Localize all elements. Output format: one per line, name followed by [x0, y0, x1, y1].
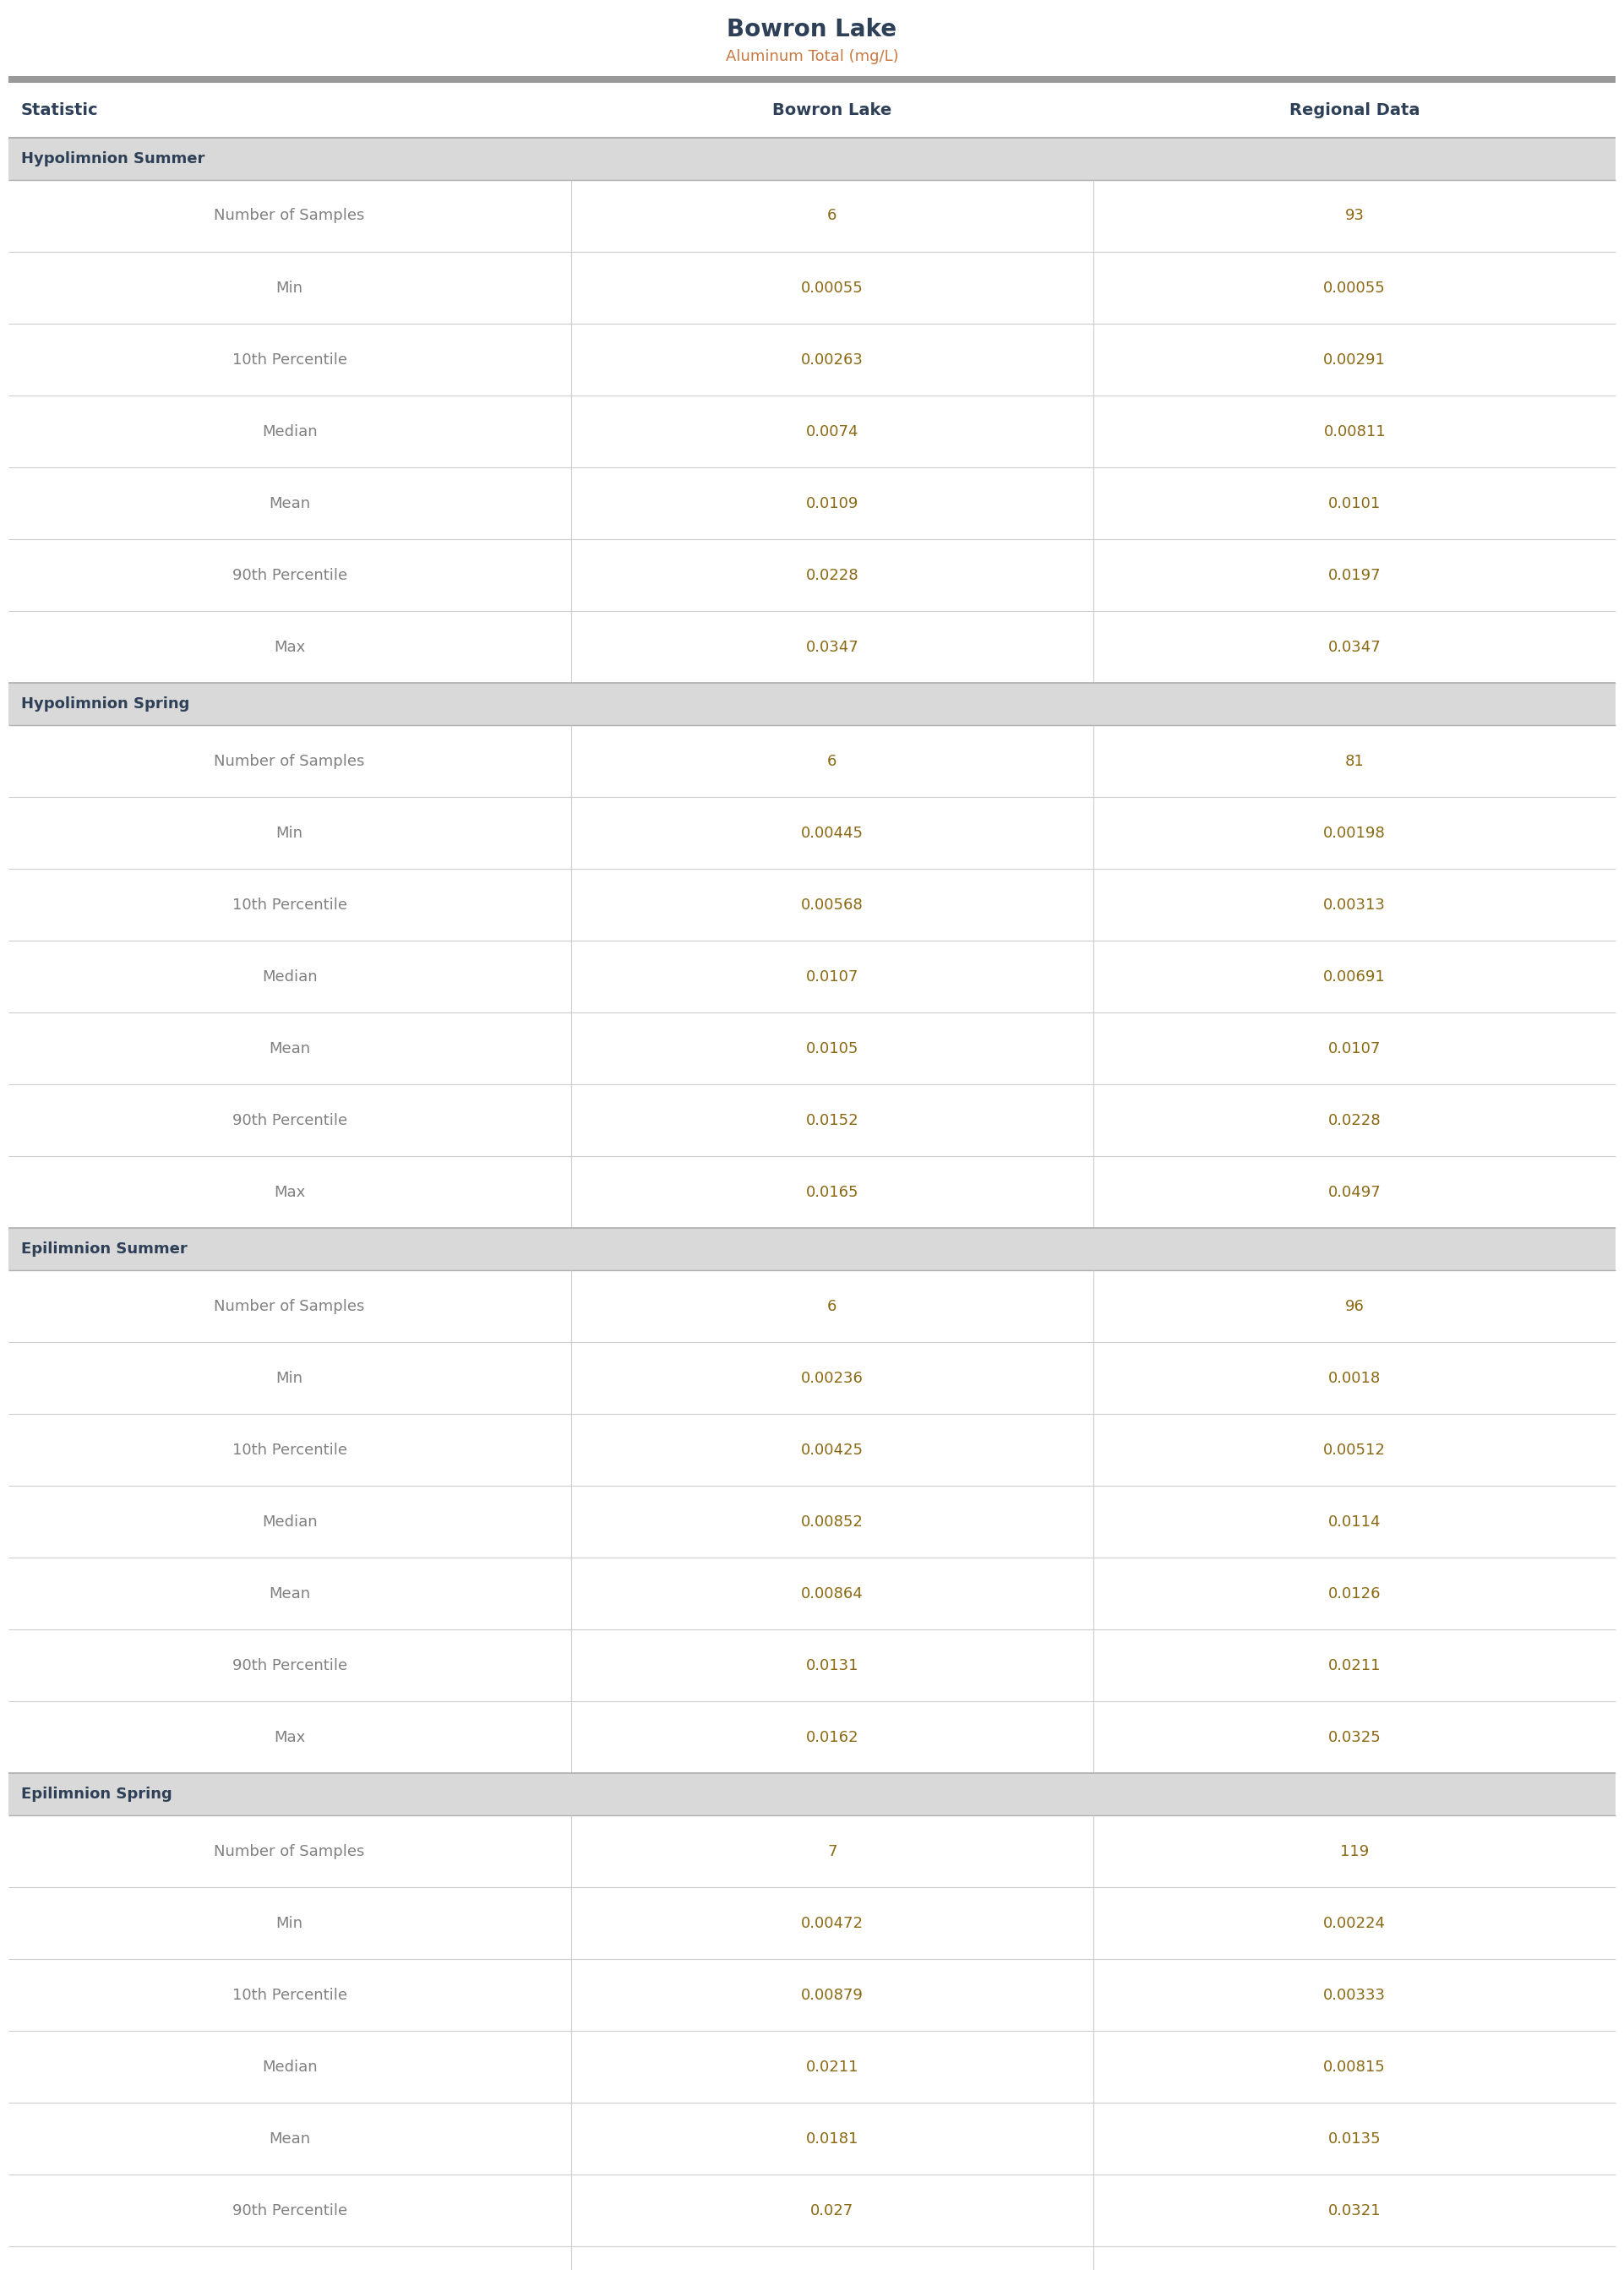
- Text: Median: Median: [261, 969, 317, 985]
- Text: 10th Percentile: 10th Percentile: [232, 1986, 348, 2002]
- Text: 0.00472: 0.00472: [801, 1916, 864, 1932]
- Text: Statistic: Statistic: [21, 102, 97, 118]
- Text: Min: Min: [276, 279, 304, 295]
- Bar: [8, 1773, 1616, 1816]
- Text: 0.0105: 0.0105: [806, 1040, 859, 1056]
- Text: Number of Samples: Number of Samples: [214, 1298, 365, 1314]
- Text: 0.00815: 0.00815: [1324, 2059, 1385, 2075]
- Text: 6: 6: [827, 1298, 836, 1314]
- Text: 0.0107: 0.0107: [806, 969, 859, 985]
- Text: 0.0325: 0.0325: [1328, 1730, 1380, 1746]
- Text: 0.00198: 0.00198: [1324, 826, 1385, 840]
- Text: Max: Max: [274, 1730, 305, 1746]
- Text: 0.00236: 0.00236: [801, 1371, 864, 1385]
- Text: 0.0074: 0.0074: [806, 424, 859, 438]
- Text: 0.0107: 0.0107: [1328, 1040, 1380, 1056]
- Text: Epilimnion Spring: Epilimnion Spring: [21, 1786, 172, 1802]
- Text: 90th Percentile: 90th Percentile: [232, 568, 348, 583]
- Text: 90th Percentile: 90th Percentile: [232, 1112, 348, 1128]
- Text: 0.0228: 0.0228: [806, 568, 859, 583]
- Text: Regional Data: Regional Data: [1289, 102, 1419, 118]
- Text: 0.00425: 0.00425: [801, 1441, 864, 1457]
- Text: Bowron Lake: Bowron Lake: [773, 102, 892, 118]
- Text: Epilimnion Summer: Epilimnion Summer: [21, 1242, 187, 1258]
- Text: 0.0114: 0.0114: [1328, 1514, 1380, 1530]
- Text: 0.00512: 0.00512: [1324, 1441, 1385, 1457]
- Text: 0.0126: 0.0126: [1328, 1587, 1380, 1600]
- Text: 93: 93: [1345, 209, 1364, 222]
- Text: 0.00291: 0.00291: [1324, 352, 1385, 368]
- Text: Median: Median: [261, 1514, 317, 1530]
- Text: 0.0152: 0.0152: [806, 1112, 859, 1128]
- Text: 0.0497: 0.0497: [1328, 1185, 1380, 1199]
- Text: Bowron Lake: Bowron Lake: [728, 18, 896, 41]
- Text: 0.00879: 0.00879: [801, 1986, 864, 2002]
- Text: Max: Max: [274, 1185, 305, 1199]
- Text: 0.0131: 0.0131: [806, 1657, 859, 1673]
- Text: 0.00445: 0.00445: [801, 826, 864, 840]
- Text: 10th Percentile: 10th Percentile: [232, 1441, 348, 1457]
- Text: Min: Min: [276, 826, 304, 840]
- Text: 0.0321: 0.0321: [1328, 2202, 1380, 2218]
- Text: Number of Samples: Number of Samples: [214, 1843, 365, 1859]
- Text: 0.0181: 0.0181: [806, 2132, 859, 2145]
- Text: 0.00313: 0.00313: [1324, 897, 1385, 913]
- Bar: [8, 1228, 1616, 1271]
- Text: 0.00055: 0.00055: [1324, 279, 1385, 295]
- Text: 90th Percentile: 90th Percentile: [232, 2202, 348, 2218]
- Text: 7: 7: [827, 1843, 836, 1859]
- Text: 119: 119: [1340, 1843, 1369, 1859]
- Text: 0.00864: 0.00864: [801, 1587, 864, 1600]
- Text: Mean: Mean: [268, 495, 310, 511]
- Text: 0.00568: 0.00568: [801, 897, 864, 913]
- Text: 0.00811: 0.00811: [1324, 424, 1385, 438]
- Text: Median: Median: [261, 2059, 317, 2075]
- Text: 0.00055: 0.00055: [801, 279, 864, 295]
- Text: 96: 96: [1345, 1298, 1364, 1314]
- Text: 0.0347: 0.0347: [1328, 640, 1380, 654]
- Text: Mean: Mean: [268, 2132, 310, 2145]
- Text: Aluminum Total (mg/L): Aluminum Total (mg/L): [726, 50, 898, 64]
- Text: 0.0135: 0.0135: [1328, 2132, 1380, 2145]
- Text: 10th Percentile: 10th Percentile: [232, 352, 348, 368]
- Text: 10th Percentile: 10th Percentile: [232, 897, 348, 913]
- Text: 0.00333: 0.00333: [1324, 1986, 1385, 2002]
- Text: 0.0228: 0.0228: [1328, 1112, 1380, 1128]
- Text: Mean: Mean: [268, 1587, 310, 1600]
- Text: Hypolimnion Spring: Hypolimnion Spring: [21, 697, 190, 711]
- Text: 0.0211: 0.0211: [806, 2059, 859, 2075]
- Text: 0.00263: 0.00263: [801, 352, 864, 368]
- Text: 0.0101: 0.0101: [1328, 495, 1380, 511]
- Text: 6: 6: [827, 754, 836, 770]
- Text: 81: 81: [1345, 754, 1364, 770]
- Text: 0.00852: 0.00852: [801, 1514, 864, 1530]
- Text: 0.0197: 0.0197: [1328, 568, 1380, 583]
- Text: 0.027: 0.027: [810, 2202, 854, 2218]
- Text: Min: Min: [276, 1371, 304, 1385]
- Text: Max: Max: [274, 640, 305, 654]
- Text: Number of Samples: Number of Samples: [214, 209, 365, 222]
- Bar: [8, 77, 1616, 82]
- Text: Hypolimnion Summer: Hypolimnion Summer: [21, 152, 205, 166]
- Text: 6: 6: [827, 209, 836, 222]
- Text: 0.0347: 0.0347: [806, 640, 859, 654]
- Text: Mean: Mean: [268, 1040, 310, 1056]
- Bar: [8, 683, 1616, 724]
- Text: 0.00691: 0.00691: [1324, 969, 1385, 985]
- Text: 0.00224: 0.00224: [1324, 1916, 1385, 1932]
- Text: 0.0211: 0.0211: [1328, 1657, 1380, 1673]
- Text: 0.0165: 0.0165: [806, 1185, 859, 1199]
- Bar: [8, 138, 1616, 179]
- Text: 0.0162: 0.0162: [806, 1730, 859, 1746]
- Text: 90th Percentile: 90th Percentile: [232, 1657, 348, 1673]
- Text: Median: Median: [261, 424, 317, 438]
- Text: Number of Samples: Number of Samples: [214, 754, 365, 770]
- Text: 0.0109: 0.0109: [806, 495, 859, 511]
- Text: Min: Min: [276, 1916, 304, 1932]
- Text: 0.0018: 0.0018: [1328, 1371, 1380, 1385]
